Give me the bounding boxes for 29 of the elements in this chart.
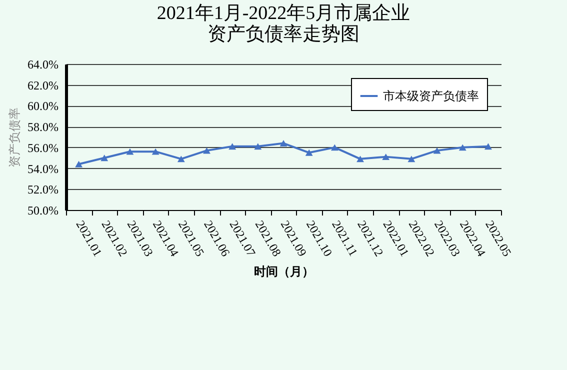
x-axis-title: 时间（月）: [254, 264, 314, 278]
point: [254, 143, 262, 150]
y-tick-label: 54.0%: [28, 162, 58, 176]
point: [177, 156, 185, 162]
point: [305, 149, 313, 156]
point: [152, 148, 160, 155]
point: [330, 144, 338, 151]
y-tick-label: 64.0%: [28, 58, 58, 72]
y-tick-label: 56.0%: [28, 140, 58, 155]
y-tick-label: 62.0%: [28, 78, 58, 92]
y-tick-label: 60.0%: [28, 99, 58, 114]
point: [100, 154, 108, 162]
point: [382, 154, 390, 160]
point: [203, 147, 210, 154]
point: [126, 148, 134, 155]
point: [458, 144, 466, 151]
y-tick-label: 50.0%: [28, 204, 58, 218]
point: [356, 156, 364, 162]
point: [484, 143, 492, 150]
chart-title: 2021年1月-2022年5月市属企业资产负债率走势图: [156, 2, 410, 45]
point: [280, 140, 288, 146]
point: [408, 156, 416, 162]
y-tick-label: 52.0%: [28, 182, 58, 197]
point: [228, 143, 236, 150]
y-axis-title: 资产负债率: [8, 108, 22, 168]
y-tick-label: 58.0%: [28, 120, 58, 134]
legend-label: 市本级资产负债率: [383, 89, 479, 103]
point: [75, 160, 82, 168]
point: [433, 147, 441, 154]
